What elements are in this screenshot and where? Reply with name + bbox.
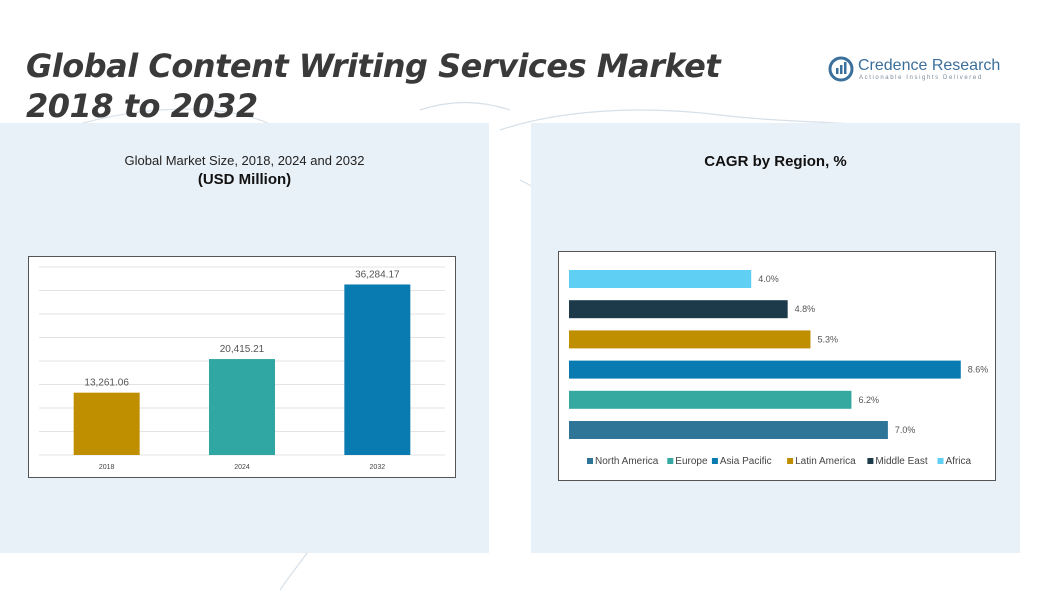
bar-value-label: 4.0% — [758, 274, 779, 284]
market-size-panel: Global Market Size, 2018, 2024 and 2032 … — [0, 123, 489, 553]
bar-middle-east — [569, 300, 788, 319]
market-size-unit: (USD Million) — [197, 171, 292, 188]
legend-label: Europe — [675, 456, 708, 467]
bar-latin-america — [569, 330, 811, 349]
page-title: Global Content Writing Services Market 2… — [26, 46, 721, 126]
bar-asia-pacific — [569, 360, 961, 379]
legend-swatch — [787, 458, 794, 464]
brand-tagline: Actionable Insights Delivered — [859, 75, 983, 81]
bar-value-label: 6.2% — [858, 395, 879, 405]
legend-swatch — [867, 458, 874, 464]
brand-name: Credence Research — [858, 57, 1001, 74]
bar-2032 — [344, 284, 411, 455]
bar-2024 — [209, 359, 275, 455]
market-size-bar-chart: 13,261.06 2018 20,415.21 2024 36,284.17 2032 — [39, 266, 445, 471]
bar-value-label: 13,261.06 — [84, 378, 129, 389]
bar-north-america — [569, 421, 888, 439]
legend-label: Middle East — [875, 456, 927, 467]
legend-label: Latin America — [795, 456, 856, 467]
x-tick-label: 2024 — [234, 464, 250, 471]
legend-label: Africa — [946, 456, 972, 467]
cagr-chart-frame: 4.0% 4.8% 5.3% 8.6% 6.2% 7.0% North America Eur… — [558, 251, 996, 481]
market-size-subtitle: Global Market Size, 2018, 2024 and 2032 — [124, 153, 365, 168]
legend-swatch — [937, 458, 944, 464]
cagr-title: CAGR by Region, % — [704, 153, 847, 170]
cagr-panel: CAGR by Region, % 4.0% 4.8% 5.3% 8.6% 6.2% 7.… — [531, 123, 1020, 553]
bar-africa — [569, 270, 752, 288]
page-title-line-2: 2018 to 2032 — [26, 87, 258, 125]
bar-value-label: 7.0% — [895, 425, 916, 435]
bar-value-label: 4.8% — [795, 304, 816, 314]
bar-2018 — [73, 392, 140, 455]
page-title-line-1: Global Content Writing Services Market — [26, 47, 721, 85]
bar-value-label: 20,415.21 — [220, 344, 265, 355]
cagr-bar-chart: 4.0% 4.8% 5.3% 8.6% 6.2% 7.0% North America Eur… — [569, 270, 989, 467]
legend-label: North America — [595, 456, 659, 467]
bar-value-label: 36,284.17 — [355, 269, 400, 280]
legend-swatch — [587, 458, 593, 464]
brand-logo: Credence Research Actionable Insights De… — [828, 56, 1008, 86]
bar-value-label: 8.6% — [968, 365, 989, 375]
credence-logo-icon — [828, 56, 854, 82]
x-tick-label: 2018 — [99, 464, 115, 471]
x-tick-label: 2032 — [370, 464, 386, 471]
market-size-chart-frame: 13,261.06 2018 20,415.21 2024 36,284.17 2032 — [28, 256, 456, 478]
bar-value-label: 5.3% — [817, 334, 838, 344]
legend-swatch — [667, 458, 674, 464]
legend-label: Asia Pacific — [720, 456, 772, 467]
bar-europe — [569, 390, 852, 409]
legend-swatch — [711, 458, 718, 464]
